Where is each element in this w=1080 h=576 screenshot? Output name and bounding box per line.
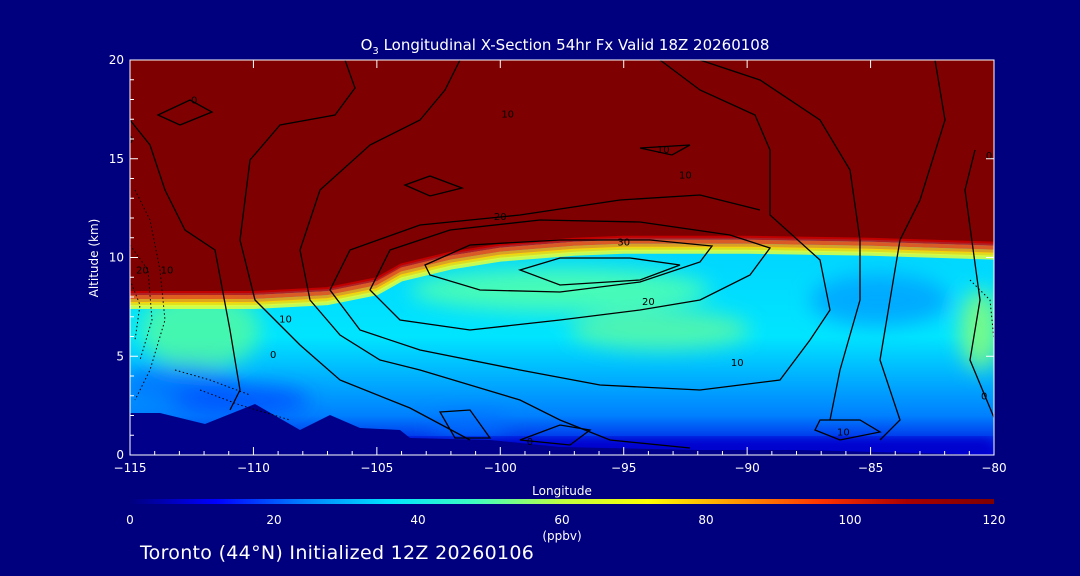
x-tick-label: −90 (734, 461, 759, 475)
contour-label: 10 (679, 171, 692, 182)
colorbar-tick-label: 0 (126, 513, 134, 527)
ozone-field: 0 0 10 10 10 0 20 30 20 10 10 20 0 10 0 10 0 (127, 60, 994, 455)
contour-label: 0 (191, 95, 197, 106)
y-axis-label: Altitude (km) (87, 219, 101, 298)
stratosphere-core (130, 60, 994, 288)
y-tick-label: 0 (116, 448, 124, 462)
contour-label: 10 (161, 265, 174, 276)
x-tick-label: −80 (981, 461, 1006, 475)
contour-line (130, 279, 141, 341)
y-tick-label: 20 (109, 53, 124, 67)
colorbar-tick-label: 40 (410, 513, 425, 527)
y-tick-label: 10 (109, 251, 124, 265)
contour-line (174, 369, 251, 396)
colorbar-ticks: 0 20 40 60 80 100 120 (126, 513, 1005, 527)
contour-label: 20 (642, 297, 655, 308)
contour-line (156, 99, 214, 126)
y-tick-label: 5 (116, 349, 124, 363)
contour-line (299, 60, 691, 449)
contour-label: 0 (981, 392, 987, 403)
contour-line (814, 419, 882, 441)
tropopause-band-line (130, 246, 994, 307)
contour-line (964, 149, 994, 420)
x-axis: −115 −110 −105 −100 −95 −90 −85 −80 (114, 60, 1007, 475)
contour-label: 10 (731, 358, 744, 369)
title-rest: Longitudinal X-Section 54hr Fx Valid 18Z… (379, 36, 770, 54)
colorbar-tick-label: 120 (983, 513, 1006, 527)
colorbar-tick-label: 80 (698, 513, 713, 527)
title-species: O (361, 36, 373, 54)
x-tick-label: −95 (611, 461, 636, 475)
contour-line (879, 60, 946, 441)
contour-line (130, 119, 241, 411)
colorbar (130, 499, 994, 504)
contour-line (134, 189, 166, 401)
tropopause-band-line (130, 235, 994, 296)
title-species-subscript: 3 (372, 46, 378, 57)
contour-labels: 0 0 10 10 10 0 20 30 20 10 10 20 0 10 0 10 0 (127, 95, 992, 448)
contour-line (438, 409, 492, 439)
contour-label: 10 (657, 145, 670, 156)
tropopause-band-line (130, 239, 994, 300)
contour-label: 30 (617, 238, 630, 249)
x-tick-label: −100 (484, 461, 517, 475)
colorbar-tick-label: 100 (839, 513, 862, 527)
contour-label: 0 (127, 135, 133, 146)
contour-line (424, 239, 714, 293)
terrain (130, 404, 994, 455)
contour-label: 0 (527, 437, 533, 448)
contour-line (329, 60, 831, 391)
contour-label: 0 (986, 151, 992, 162)
colorbar-tick-label: 20 (266, 513, 281, 527)
contour-label: 0 (270, 350, 276, 361)
chart-title: O3 Longitudinal X-Section 54hr Fx Valid … (361, 36, 770, 57)
colorbar-tick-label: 60 (554, 513, 569, 527)
x-tick-label: −85 (858, 461, 883, 475)
contour-label: 10 (501, 109, 514, 120)
contour-label: 20 (136, 265, 149, 276)
contour-line (239, 60, 471, 441)
contour-lines (130, 60, 994, 449)
colorbar-unit: (ppbv) (542, 529, 581, 543)
troposphere-variations (130, 268, 994, 437)
x-tick-label: −105 (360, 461, 393, 475)
contour-line (699, 60, 861, 421)
contour-line (969, 279, 994, 341)
contour-line (517, 257, 681, 286)
contour-line (369, 219, 772, 331)
footer-info: Toronto (44°N) Initialized 12Z 20260106 (140, 542, 535, 564)
y-tick-label: 15 (109, 152, 124, 166)
tropopause-band-line (130, 243, 994, 304)
x-tick-label: −115 (114, 461, 147, 475)
contour-line (403, 175, 465, 197)
contour-label: 20 (494, 212, 507, 223)
negative-contours (130, 189, 994, 421)
contour-label: 10 (837, 427, 850, 438)
contour-line (519, 424, 592, 446)
y-axis: 0 5 10 15 20 (109, 53, 994, 462)
x-axis-label: Longitude (532, 484, 592, 498)
contour-label: 10 (279, 315, 292, 326)
x-tick-label: −110 (237, 461, 270, 475)
contour-line (639, 144, 691, 156)
